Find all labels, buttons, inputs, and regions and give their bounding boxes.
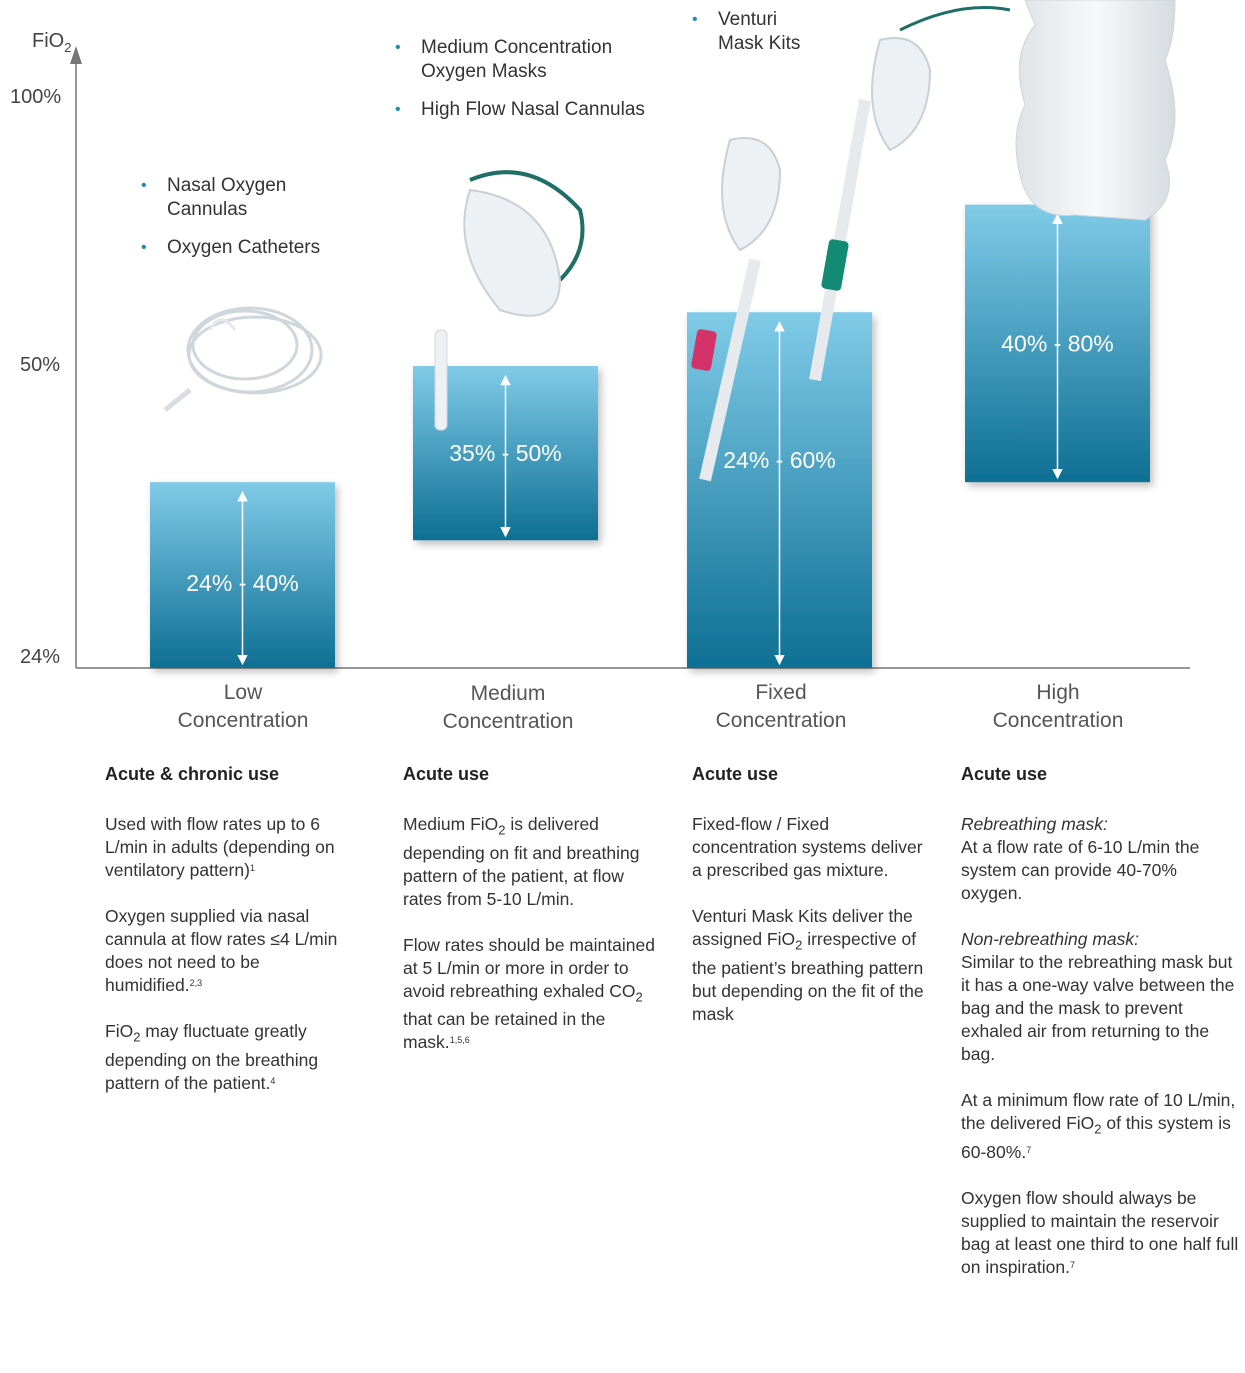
column-high: Acute use Rebreathing mask: At a flow rat…: [961, 763, 1241, 1302]
column-paragraph: Medium FiO2 is delivered depending on fi…: [403, 814, 640, 909]
column-paragraph: Used with flow rates up to 6 L/min in ad…: [105, 814, 335, 880]
y-tick-50: 50%: [20, 354, 61, 376]
column-paragraph: Flow rates should be maintained at 5 L/m…: [403, 934, 655, 1053]
column-paragraph: Venturi Mask Kits deliver the assigned F…: [692, 906, 924, 1024]
column-paragraph: FiO2 may fluctuate greatly depending on …: [105, 1021, 319, 1093]
category-high: High Concentration: [992, 681, 1124, 732]
range-label-low: 24% - 40%: [186, 570, 299, 596]
product-item: • Medium Concentration Oxygen Masks: [395, 37, 613, 82]
column-paragraph: Rebreathing mask: At a flow rate of 6-10 …: [961, 814, 1200, 903]
products-fixed: • Venturi Mask Kits: [692, 8, 808, 70]
product-item: • Oxygen Catheters: [141, 237, 321, 258]
product-item: • High Flow Nasal Cannulas: [395, 99, 645, 120]
y-tick-24: 24%: [20, 646, 61, 668]
column-fixed: Acute use Fixed-flow / Fixed concentrati…: [692, 763, 932, 1049]
product-item: • Nasal Oxygen Cannulas: [141, 175, 287, 220]
column-heading: Acute use: [403, 764, 490, 784]
category-low: Low Concentration: [177, 681, 309, 732]
venturi-mask-image: [691, 6, 1011, 482]
column-paragraph: Fixed-flow / Fixed concentration systems…: [692, 814, 923, 880]
product-item: • Venturi Mask Kits: [692, 9, 801, 54]
oxygen-mask-image: [434, 170, 585, 431]
products-low: • Nasal Oxygen Cannulas • Oxygen Catheters: [141, 174, 347, 274]
column-heading: Acute use: [692, 764, 779, 784]
category-fixed: Fixed Concentration: [715, 681, 847, 732]
column-heading: Acute use: [961, 764, 1048, 784]
y-axis-arrow-icon: [70, 46, 82, 64]
products-medium: • Medium Concentration Oxygen Masks • High…: [395, 36, 661, 136]
column-paragraph: At a minimum flow rate of 10 L/min, the …: [961, 1090, 1236, 1162]
column-low: Acute & chronic use Used with flow rates…: [105, 763, 360, 1118]
range-label-fixed: 24% - 60%: [723, 447, 836, 473]
reservoir-bag-image: [1015, 0, 1176, 221]
nasal-cannula-image: [163, 306, 323, 412]
y-tick-100: 100%: [10, 86, 62, 108]
column-heading: Acute & chronic use: [105, 764, 280, 784]
range-label-medium: 35% - 50%: [449, 440, 562, 466]
column-paragraph: Oxygen supplied via nasal cannula at flo…: [105, 906, 338, 995]
fio2-chart: 24% - 40% 35% - 50% 24% - 60% 40% - 80%: [70, 0, 1190, 669]
column-paragraph: Non-rebreathing mask: Similar to the rebr…: [961, 929, 1235, 1064]
category-medium: Medium Concentration: [442, 682, 574, 733]
range-label-high: 40% - 80%: [1001, 330, 1114, 356]
column-paragraph: Oxygen flow should always be supplied to…: [961, 1187, 1239, 1277]
column-medium: Acute use Medium FiO2 is delivered depen…: [403, 763, 658, 1077]
y-axis-title: FiO2: [32, 30, 72, 55]
